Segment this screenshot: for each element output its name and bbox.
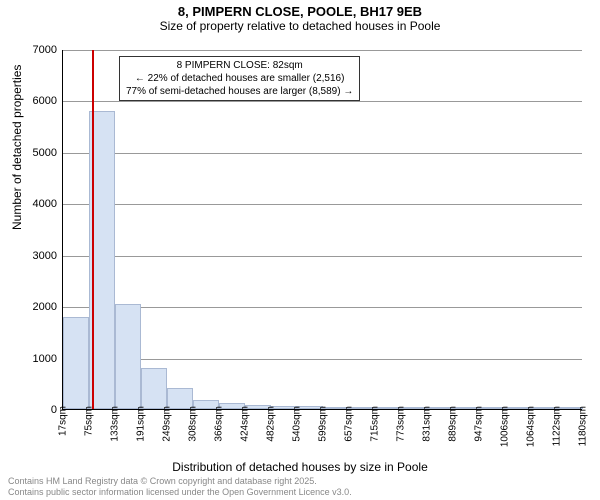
x-tick-label: 191sqm (136, 406, 147, 442)
x-tick-label: 308sqm (188, 406, 199, 442)
y-tick-label: 5000 (25, 147, 57, 159)
property-marker-line (92, 50, 94, 409)
y-tick-label: 2000 (25, 301, 57, 313)
x-tick-label: 831sqm (422, 406, 433, 442)
x-tick-label: 424sqm (240, 406, 251, 442)
y-tick-label: 4000 (25, 198, 57, 210)
gridline (63, 153, 582, 154)
x-tick-label: 947sqm (474, 406, 485, 442)
annotation-line-1: 8 PIMPERN CLOSE: 82sqm (126, 59, 353, 72)
gridline (63, 50, 582, 51)
chart-subtitle: Size of property relative to detached ho… (0, 19, 600, 33)
x-tick-label: 75sqm (84, 406, 95, 436)
x-tick-label: 1064sqm (526, 406, 537, 447)
x-tick-label: 540sqm (292, 406, 303, 442)
x-tick-label: 1122sqm (552, 406, 563, 446)
x-tick-label: 715sqm (370, 406, 381, 442)
chart-title-block: 8, PIMPERN CLOSE, POOLE, BH17 9EB Size o… (0, 0, 600, 33)
x-tick-label: 249sqm (162, 406, 173, 442)
y-tick-label: 1000 (25, 353, 57, 365)
chart-plot-area: 8 PIMPERN CLOSE: 82sqm ← 22% of detached… (62, 50, 582, 410)
footer-credits: Contains HM Land Registry data © Crown c… (8, 476, 352, 498)
x-tick-label: 1180sqm (578, 406, 589, 446)
footer-line-1: Contains HM Land Registry data © Crown c… (8, 476, 352, 487)
x-tick-label: 773sqm (396, 406, 407, 442)
x-tick-label: 17sqm (58, 406, 69, 436)
x-tick-label: 657sqm (344, 406, 355, 442)
gridline (63, 256, 582, 257)
x-tick-label: 1006sqm (500, 406, 511, 447)
y-axis-label: Number of detached properties (10, 65, 24, 230)
histogram-bar (115, 304, 141, 409)
annotation-line-3: 77% of semi-detached houses are larger (… (126, 85, 353, 98)
histogram-bar (63, 317, 89, 409)
y-tick-label: 7000 (25, 44, 57, 56)
annotation-box: 8 PIMPERN CLOSE: 82sqm ← 22% of detached… (119, 56, 360, 101)
x-tick-label: 482sqm (266, 406, 277, 442)
y-tick-label: 6000 (25, 95, 57, 107)
annotation-line-2: ← 22% of detached houses are smaller (2,… (126, 72, 353, 85)
x-tick-label: 599sqm (318, 406, 329, 442)
footer-line-2: Contains public sector information licen… (8, 487, 352, 498)
gridline (63, 204, 582, 205)
histogram-bar (141, 368, 167, 409)
y-tick-label: 0 (25, 404, 57, 416)
x-axis-label: Distribution of detached houses by size … (0, 460, 600, 474)
x-tick-label: 133sqm (110, 406, 121, 442)
chart-title: 8, PIMPERN CLOSE, POOLE, BH17 9EB (0, 4, 600, 19)
x-tick-label: 889sqm (448, 406, 459, 442)
x-tick-label: 366sqm (214, 406, 225, 442)
y-tick-label: 3000 (25, 250, 57, 262)
gridline (63, 101, 582, 102)
